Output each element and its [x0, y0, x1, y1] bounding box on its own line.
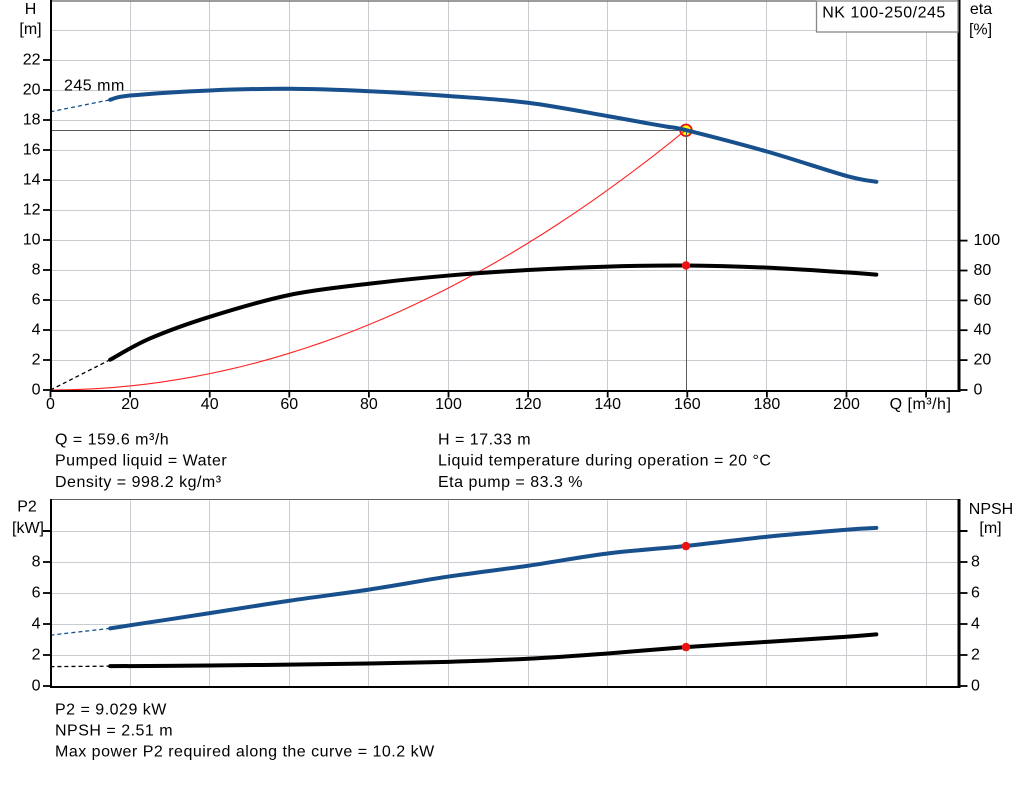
svg-text:P2: P2 [17, 499, 37, 516]
svg-text:NPSH: NPSH [969, 501, 1013, 518]
svg-text:12: 12 [23, 202, 41, 219]
svg-text:2: 2 [32, 352, 41, 369]
svg-text:2: 2 [971, 647, 980, 664]
svg-text:6: 6 [32, 292, 41, 309]
svg-text:[kW]: [kW] [12, 520, 44, 537]
svg-text:0: 0 [46, 396, 55, 413]
svg-text:[m]: [m] [979, 520, 1001, 537]
svg-text:NK 100-250/245: NK 100-250/245 [822, 5, 946, 22]
svg-text:100: 100 [435, 396, 462, 413]
svg-text:H = 17.33 m: H = 17.33 m [438, 432, 531, 449]
svg-text:100: 100 [974, 232, 1001, 249]
svg-text:0: 0 [974, 382, 983, 399]
svg-text:160: 160 [674, 396, 701, 413]
svg-text:NPSH = 2.51 m: NPSH = 2.51 m [55, 723, 173, 740]
svg-text:16: 16 [23, 142, 41, 159]
svg-text:4: 4 [32, 616, 41, 633]
svg-text:80: 80 [974, 262, 992, 279]
svg-text:4: 4 [32, 322, 41, 339]
svg-text:0: 0 [32, 678, 41, 695]
svg-text:0: 0 [971, 678, 980, 695]
svg-text:40: 40 [974, 322, 992, 339]
svg-text:0: 0 [32, 382, 41, 399]
svg-text:eta: eta [970, 1, 992, 18]
svg-text:Q = 159.6 m³/h: Q = 159.6 m³/h [55, 432, 169, 449]
svg-text:8: 8 [32, 554, 41, 571]
svg-text:[%]: [%] [969, 22, 992, 39]
svg-text:14: 14 [23, 172, 41, 189]
svg-text:20: 20 [23, 82, 41, 99]
svg-text:200: 200 [833, 396, 860, 413]
svg-text:20: 20 [121, 396, 139, 413]
svg-text:8: 8 [32, 262, 41, 279]
svg-text:Eta pump = 83.3 %: Eta pump = 83.3 % [438, 474, 583, 491]
svg-text:Max power P2 required along th: Max power P2 required along the curve = … [55, 744, 435, 761]
svg-text:6: 6 [971, 585, 980, 602]
svg-text:60: 60 [280, 396, 298, 413]
svg-text:245 mm: 245 mm [64, 78, 125, 95]
svg-text:6: 6 [32, 585, 41, 602]
svg-text:Pumped liquid = Water: Pumped liquid = Water [55, 453, 227, 470]
svg-text:2: 2 [32, 647, 41, 664]
svg-text:Liquid temperature during oper: Liquid temperature during operation = 20… [438, 453, 771, 470]
svg-text:22: 22 [23, 52, 41, 69]
svg-text:8: 8 [971, 554, 980, 571]
svg-text:40: 40 [201, 396, 219, 413]
svg-text:Q [m³/h]: Q [m³/h] [890, 396, 952, 413]
svg-text:Density = 998.2 kg/m³: Density = 998.2 kg/m³ [55, 474, 222, 491]
svg-text:60: 60 [974, 292, 992, 309]
svg-text:10: 10 [23, 232, 41, 249]
svg-text:[m]: [m] [19, 21, 41, 38]
svg-text:120: 120 [515, 396, 542, 413]
svg-text:140: 140 [594, 396, 621, 413]
svg-text:20: 20 [974, 352, 992, 369]
svg-text:180: 180 [754, 396, 781, 413]
svg-text:4: 4 [971, 616, 980, 633]
svg-text:18: 18 [23, 112, 41, 129]
svg-text:P2 = 9.029 kW: P2 = 9.029 kW [55, 702, 167, 719]
svg-text:H: H [25, 1, 37, 18]
svg-text:80: 80 [360, 396, 378, 413]
